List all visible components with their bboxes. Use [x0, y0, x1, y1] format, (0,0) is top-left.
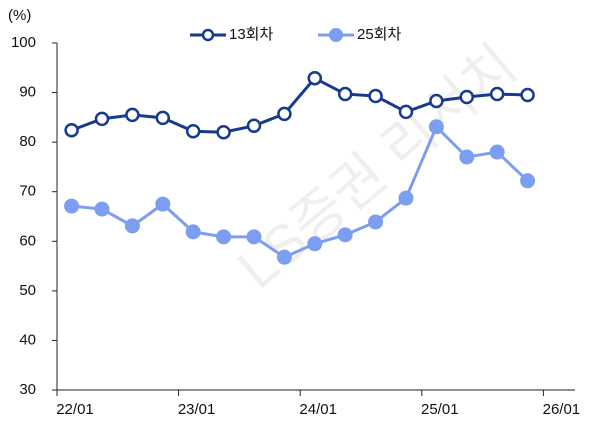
data-point — [155, 110, 171, 126]
legend-marker — [329, 28, 343, 42]
y-tick-label: 30 — [19, 381, 36, 398]
data-point — [155, 196, 171, 212]
series-line — [71, 124, 529, 259]
data-point — [216, 124, 231, 140]
data-point — [277, 106, 292, 122]
legend-label: 25회차 — [357, 26, 401, 43]
data-point — [276, 249, 292, 265]
y-tick-label: 80 — [19, 133, 36, 150]
data-point — [185, 224, 201, 240]
data-point — [246, 118, 262, 134]
data-point — [307, 236, 323, 252]
y-axis-label: (%) — [8, 7, 31, 24]
data-point — [185, 123, 201, 139]
data-point — [429, 93, 444, 109]
data-point — [307, 70, 323, 86]
data-point — [368, 214, 384, 230]
data-point — [520, 87, 535, 103]
data-point — [337, 227, 353, 243]
x-tick-label: 25/01 — [421, 401, 459, 418]
legend-label: 13회차 — [229, 26, 273, 43]
data-point — [459, 149, 475, 165]
data-point — [489, 86, 505, 102]
x-tick-label: 23/01 — [178, 401, 216, 418]
data-point — [398, 104, 414, 120]
series-line — [71, 76, 528, 134]
y-tick-label: 60 — [19, 232, 36, 249]
data-point — [216, 229, 232, 245]
x-tick-label: 22/01 — [56, 401, 94, 418]
data-point — [94, 111, 110, 127]
data-point — [368, 88, 383, 104]
legend-marker — [201, 28, 215, 42]
watermark: LS증권 리서치 — [226, 32, 528, 300]
y-tick-label: 40 — [19, 331, 36, 348]
data-point — [398, 190, 414, 206]
data-point — [459, 89, 475, 105]
data-point — [64, 198, 80, 214]
data-point — [94, 201, 110, 217]
y-tick-label: 100 — [11, 34, 36, 51]
data-point — [428, 119, 444, 135]
x-tick-label: 24/01 — [299, 401, 337, 418]
data-point — [124, 218, 140, 234]
y-tick-label: 90 — [19, 84, 36, 101]
data-point — [489, 144, 505, 160]
data-point — [125, 107, 140, 123]
x-tick-label: 26/01 — [543, 401, 581, 418]
y-tick-label: 70 — [19, 183, 36, 200]
data-point — [337, 86, 353, 102]
y-tick-label: 50 — [19, 282, 36, 299]
data-point — [520, 173, 536, 189]
data-point — [246, 229, 262, 245]
data-point — [64, 122, 79, 138]
